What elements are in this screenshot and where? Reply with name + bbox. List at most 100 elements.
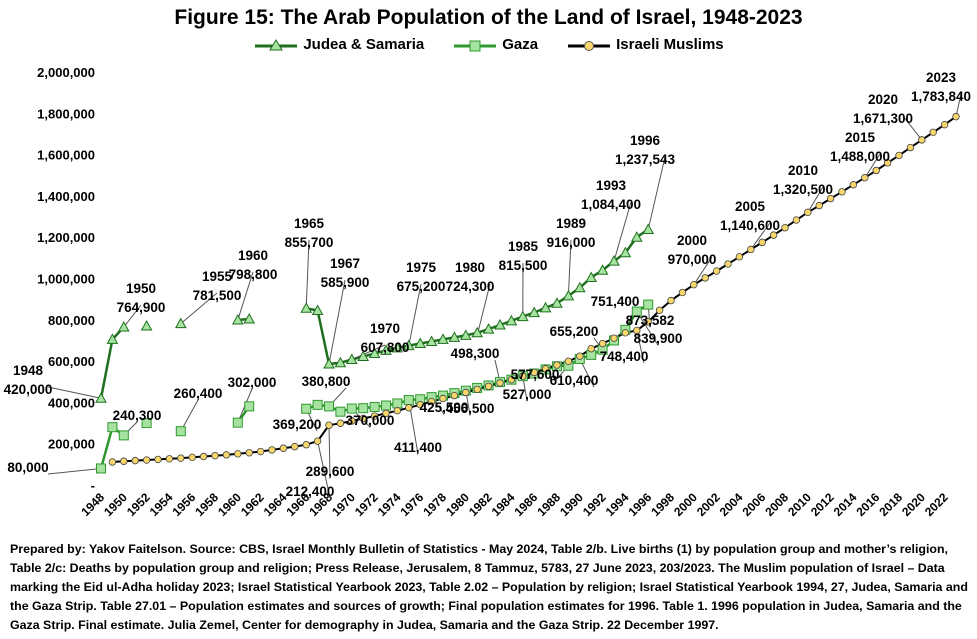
data-label: 1,671,300 xyxy=(853,111,913,126)
annotation-leader xyxy=(180,399,199,432)
data-point-gaza xyxy=(643,299,654,310)
data-point-gaza xyxy=(312,399,323,410)
x-tick-label: 1976 xyxy=(398,490,427,519)
data-point-israeli-muslims xyxy=(234,450,242,458)
data-label: 1948 xyxy=(13,363,44,378)
chart-canvas: - 200,000 400,000 600,000 800,000 1,000,000 1,… xyxy=(4,65,971,519)
legend: Judea & Samaria Gaza Israeli Muslims xyxy=(0,36,977,53)
x-tick-label: 1974 xyxy=(375,490,404,519)
data-label: 798,800 xyxy=(229,267,278,282)
data-point-israeli-muslims xyxy=(929,128,937,136)
data-point-judea-samaria xyxy=(494,318,506,330)
data-point-israeli-muslims xyxy=(279,444,288,452)
data-label: 577,600 xyxy=(511,367,560,382)
data-point-gaza xyxy=(96,463,106,474)
data-label: 411,400 xyxy=(394,440,442,455)
x-tick-label: 1998 xyxy=(648,490,677,519)
data-point-israeli-muslims xyxy=(154,455,162,464)
data-point-israeli-muslims xyxy=(541,365,550,373)
legend-label: Israeli Muslims xyxy=(616,36,724,53)
data-label: 970,000 xyxy=(668,252,717,267)
data-point-gaza xyxy=(346,403,357,414)
y-tick-label: 1,400,000 xyxy=(37,189,95,204)
annotation-leader xyxy=(47,386,102,399)
x-tick-label: 2006 xyxy=(740,490,769,519)
data-label: 1970 xyxy=(370,321,400,336)
data-point-israeli-muslims xyxy=(826,194,835,203)
data-point-judea-samaria xyxy=(471,326,484,338)
data-point-israeli-muslims xyxy=(633,326,641,335)
data-point-israeli-muslims xyxy=(484,382,493,390)
data-label: 764,900 xyxy=(117,300,166,315)
annotation-leader xyxy=(750,222,771,250)
data-label: 369,200 xyxy=(273,417,322,432)
data-point-israeli-muslims xyxy=(199,452,208,461)
data-point-israeli-muslims xyxy=(348,417,356,425)
data-label: 855,700 xyxy=(285,235,334,250)
data-point-gaza xyxy=(141,418,152,429)
data-label: 260,400 xyxy=(174,386,223,401)
data-point-israeli-muslims xyxy=(416,400,424,409)
x-tick-label: 2010 xyxy=(785,490,814,519)
data-point-israeli-muslims xyxy=(519,372,527,380)
data-point-israeli-muslims xyxy=(120,457,128,465)
x-tick-label: 2008 xyxy=(762,490,791,519)
x-tick-label: 1988 xyxy=(534,490,563,519)
annotation-leader xyxy=(408,283,422,346)
data-point-judea-samaria xyxy=(505,314,518,326)
data-point-israeli-muslims xyxy=(564,357,573,366)
data-point-israeli-muslims xyxy=(872,166,880,175)
x-tick-label: 2016 xyxy=(854,490,883,519)
data-label: 916,000 xyxy=(547,235,596,250)
data-point-israeli-muslims xyxy=(382,409,390,418)
data-point-judea-samaria xyxy=(140,319,153,331)
data-point-israeli-muslims xyxy=(747,245,755,254)
x-tick-label: 1996 xyxy=(626,490,655,519)
annotation-leader xyxy=(955,93,962,117)
data-label: 2005 xyxy=(735,199,766,214)
data-point-gaza xyxy=(244,401,255,412)
x-tick-label: 2000 xyxy=(671,490,700,519)
x-tick-label: 2014 xyxy=(831,490,860,519)
data-point-israeli-muslims xyxy=(804,208,812,217)
x-tick-label: 1960 xyxy=(215,490,244,519)
data-label: 456,500 xyxy=(446,401,495,416)
data-point-judea-samaria xyxy=(482,323,495,334)
data-point-judea-samaria xyxy=(323,357,335,369)
data-point-israeli-muslims xyxy=(678,288,687,297)
data-label: 498,300 xyxy=(451,346,500,361)
data-point-israeli-muslims xyxy=(553,361,561,369)
data-label: 1985 xyxy=(508,239,539,254)
data-point-israeli-muslims xyxy=(644,318,652,326)
annotation-leader xyxy=(902,115,923,141)
annotation-leader xyxy=(693,256,713,285)
data-label: 1960 xyxy=(238,248,268,263)
data-point-israeli-muslims xyxy=(952,112,960,121)
data-point-judea-samaria xyxy=(608,255,620,266)
data-point-judea-samaria xyxy=(174,317,187,329)
data-point-israeli-muslims xyxy=(530,368,538,377)
data-label: 1967 xyxy=(330,256,360,271)
data-label: 425,500 xyxy=(420,400,469,415)
y-tick-label: - xyxy=(91,478,95,493)
data-point-gaza xyxy=(107,422,118,433)
data-point-israeli-muslims xyxy=(473,385,481,394)
data-point-israeli-muslims xyxy=(268,446,276,454)
annotation-leader xyxy=(328,425,331,479)
data-point-israeli-muslims xyxy=(701,274,709,282)
legend-marker-square xyxy=(454,40,497,51)
data-point-israeli-muslims xyxy=(861,174,869,182)
x-tick-label: 2012 xyxy=(808,490,837,519)
annotation-leader xyxy=(328,279,346,365)
data-point-judea-samaria xyxy=(380,344,392,355)
data-point-israeli-muslims xyxy=(256,447,265,456)
data-point-israeli-muslims xyxy=(815,201,823,210)
data-point-israeli-muslims xyxy=(336,419,345,427)
data-point-israeli-muslims xyxy=(576,352,584,360)
data-point-judea-samaria xyxy=(619,246,632,258)
data-point-israeli-muslims xyxy=(222,451,231,459)
x-tick-label: 2022 xyxy=(922,490,951,519)
chart-title: Figure 15: The Arab Population of the La… xyxy=(174,6,803,29)
data-point-israeli-muslims xyxy=(211,451,219,460)
